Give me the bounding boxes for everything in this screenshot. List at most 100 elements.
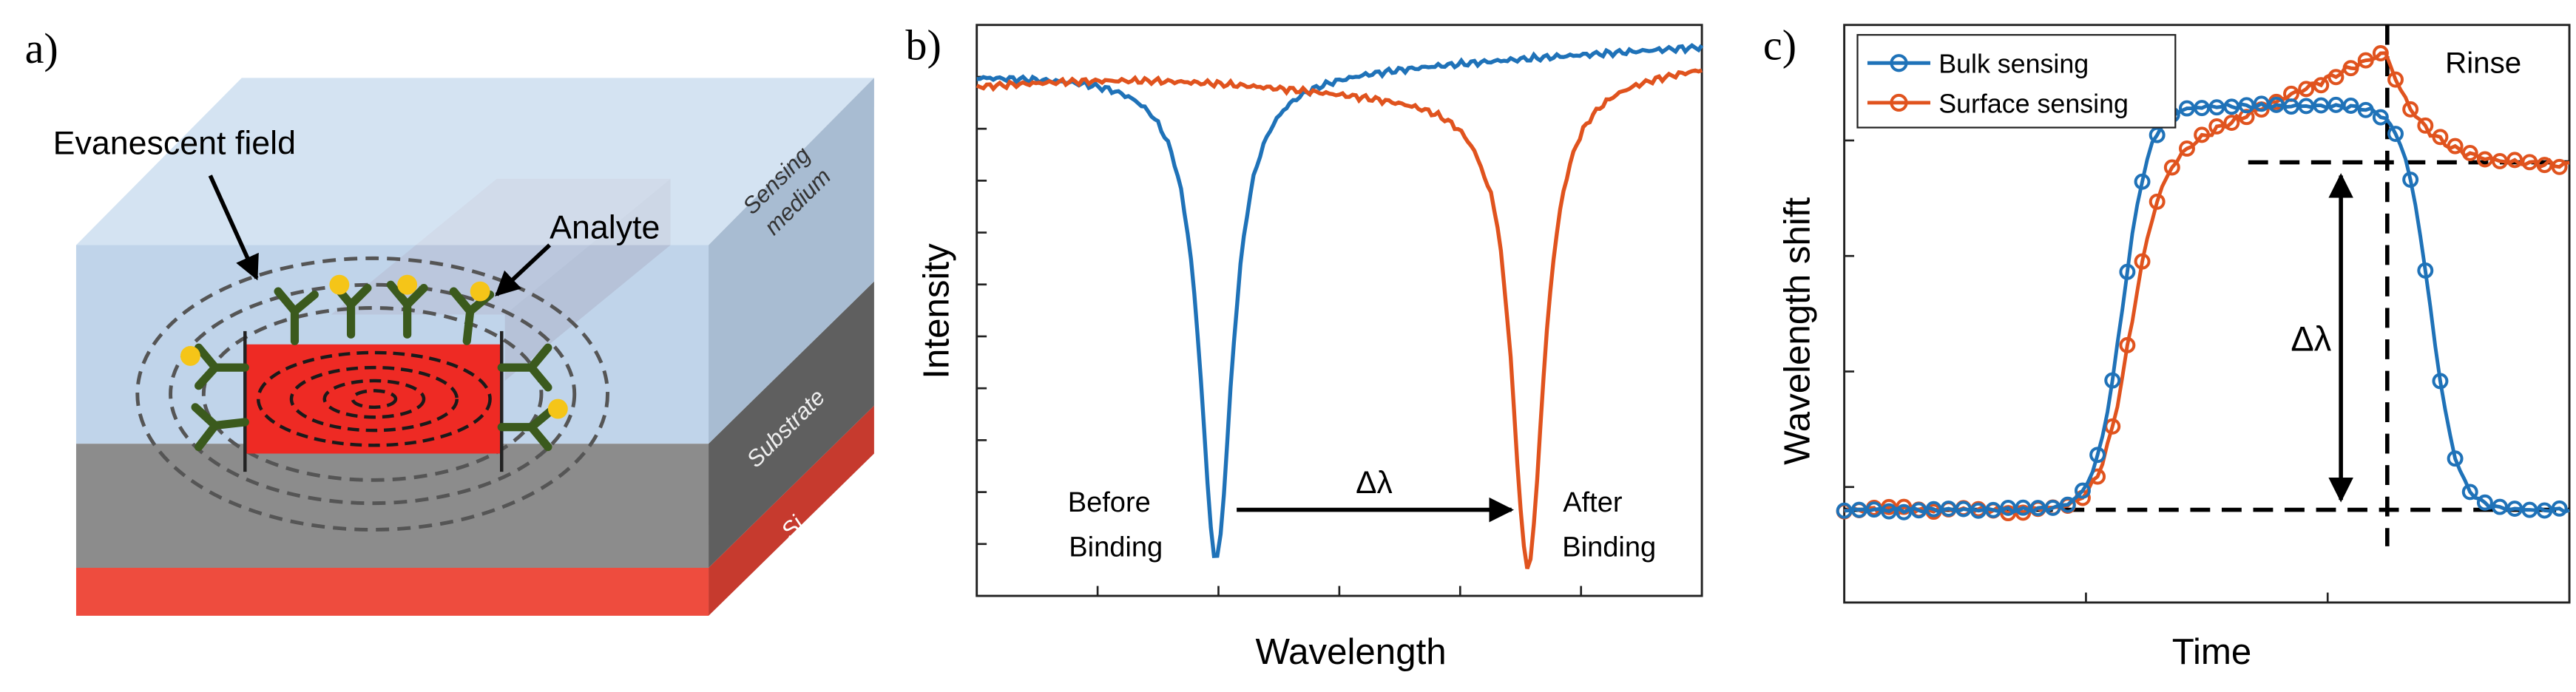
analyte-particles xyxy=(180,274,568,419)
data-marker xyxy=(1985,501,2002,518)
before-binding-label-2: Binding xyxy=(1069,532,1163,563)
data-marker xyxy=(2238,109,2255,126)
data-marker xyxy=(2074,482,2091,499)
data-marker xyxy=(1881,503,1898,520)
data-marker xyxy=(2357,101,2374,118)
data-marker xyxy=(2342,98,2359,114)
data-marker xyxy=(2313,97,2330,114)
panel-c-xlabel: Time xyxy=(2172,631,2252,672)
data-marker xyxy=(2119,336,2136,353)
before-binding-label-1: Before xyxy=(1068,487,1151,518)
data-marker xyxy=(2044,499,2061,516)
data-marker xyxy=(1925,501,1942,518)
sensing-medium-top xyxy=(75,78,874,245)
data-marker xyxy=(2506,152,2523,169)
after-binding-curve xyxy=(976,68,1703,569)
evanescent-field-contours xyxy=(135,256,609,532)
data-marker xyxy=(2029,500,2046,517)
data-marker xyxy=(2283,98,2299,115)
data-marker xyxy=(2417,262,2434,279)
shift-label-c: Δλ xyxy=(2291,319,2331,359)
antibodies xyxy=(191,280,555,452)
data-marker xyxy=(1865,501,1882,518)
before-binding-curve xyxy=(976,43,1704,558)
bulk-sensing-curve xyxy=(1844,101,2570,515)
data-marker xyxy=(2238,97,2255,114)
data-marker xyxy=(2327,96,2345,113)
data-marker xyxy=(2134,253,2151,270)
panel-c-legend: Bulk sensing Surface sensing xyxy=(1856,34,2177,129)
data-marker xyxy=(2432,129,2449,146)
panel-a: a) xyxy=(25,24,874,616)
legend-surface-sensing: Surface sensing xyxy=(1938,89,2129,118)
data-marker xyxy=(2089,447,2106,464)
data-marker xyxy=(2521,154,2538,171)
data-marker xyxy=(2432,373,2449,390)
data-marker xyxy=(1940,501,1957,518)
data-marker xyxy=(2163,159,2180,176)
data-marker xyxy=(2536,502,2553,519)
panel-c: c) Δλ Rinse Bulk sensing Surface sensing… xyxy=(1763,21,2571,672)
data-marker xyxy=(2313,77,2330,94)
evanescent-field-label: Evanescent field xyxy=(53,124,296,161)
data-marker xyxy=(1896,503,1913,520)
data-marker xyxy=(2179,100,2195,117)
data-marker xyxy=(2253,95,2270,112)
si-layer-side xyxy=(709,405,874,616)
data-marker xyxy=(1850,501,1867,518)
rinse-label: Rinse xyxy=(2445,47,2521,80)
data-marker xyxy=(2536,157,2553,174)
panel-b-ylabel: Intensity xyxy=(916,243,957,379)
panel-b: b) Intensity Wavelength Before Binding A… xyxy=(905,21,1704,672)
data-marker xyxy=(2327,69,2345,86)
panel-a-label: a) xyxy=(25,24,58,72)
data-marker xyxy=(2194,100,2211,117)
analyte-label: Analyte xyxy=(550,209,660,246)
data-marker xyxy=(2521,501,2538,518)
data-marker xyxy=(2194,126,2211,143)
data-marker xyxy=(2268,96,2285,113)
data-marker xyxy=(1970,502,1987,519)
data-marker xyxy=(2551,500,2568,517)
data-marker xyxy=(2402,101,2419,118)
substrate-layer-front xyxy=(75,444,709,568)
data-marker xyxy=(2551,158,2568,175)
data-marker xyxy=(2387,126,2404,143)
data-marker xyxy=(2223,115,2240,132)
data-marker xyxy=(2447,138,2464,155)
panel-c-ticks xyxy=(1844,139,2329,603)
sensing-medium-side xyxy=(709,78,874,444)
data-marker xyxy=(2447,450,2464,467)
panel-b-label: b) xyxy=(905,21,941,69)
data-marker xyxy=(2000,499,2017,516)
data-marker xyxy=(2461,484,2478,501)
data-marker xyxy=(2208,118,2225,135)
after-binding-label-2: Binding xyxy=(1562,532,1656,563)
data-marker xyxy=(2104,372,2121,389)
data-marker xyxy=(2208,99,2225,116)
data-marker xyxy=(2223,98,2240,115)
data-marker xyxy=(2506,501,2523,518)
waveguide-core xyxy=(245,344,502,454)
panel-c-label: c) xyxy=(1763,21,1796,69)
data-marker xyxy=(2059,496,2076,513)
data-marker xyxy=(1910,502,1927,519)
core-mode-contours xyxy=(256,350,492,447)
data-marker xyxy=(2015,499,2032,516)
data-marker xyxy=(2149,193,2166,210)
data-marker xyxy=(2298,98,2315,115)
data-marker xyxy=(2372,109,2389,126)
data-marker xyxy=(2387,71,2404,88)
substrate-layer-side xyxy=(709,281,874,568)
data-marker xyxy=(2179,140,2195,157)
legend-bulk-sensing: Bulk sensing xyxy=(1938,50,2089,79)
panel-b-xlabel: Wavelength xyxy=(1255,631,1446,672)
data-marker xyxy=(2476,151,2493,168)
data-marker xyxy=(2492,498,2509,515)
data-marker xyxy=(2372,45,2389,61)
bulk-sensing-markers xyxy=(1836,95,2568,520)
data-marker xyxy=(1955,501,1972,518)
data-marker xyxy=(2402,172,2419,189)
after-binding-label-1: After xyxy=(1563,487,1623,518)
data-marker xyxy=(2461,145,2478,161)
